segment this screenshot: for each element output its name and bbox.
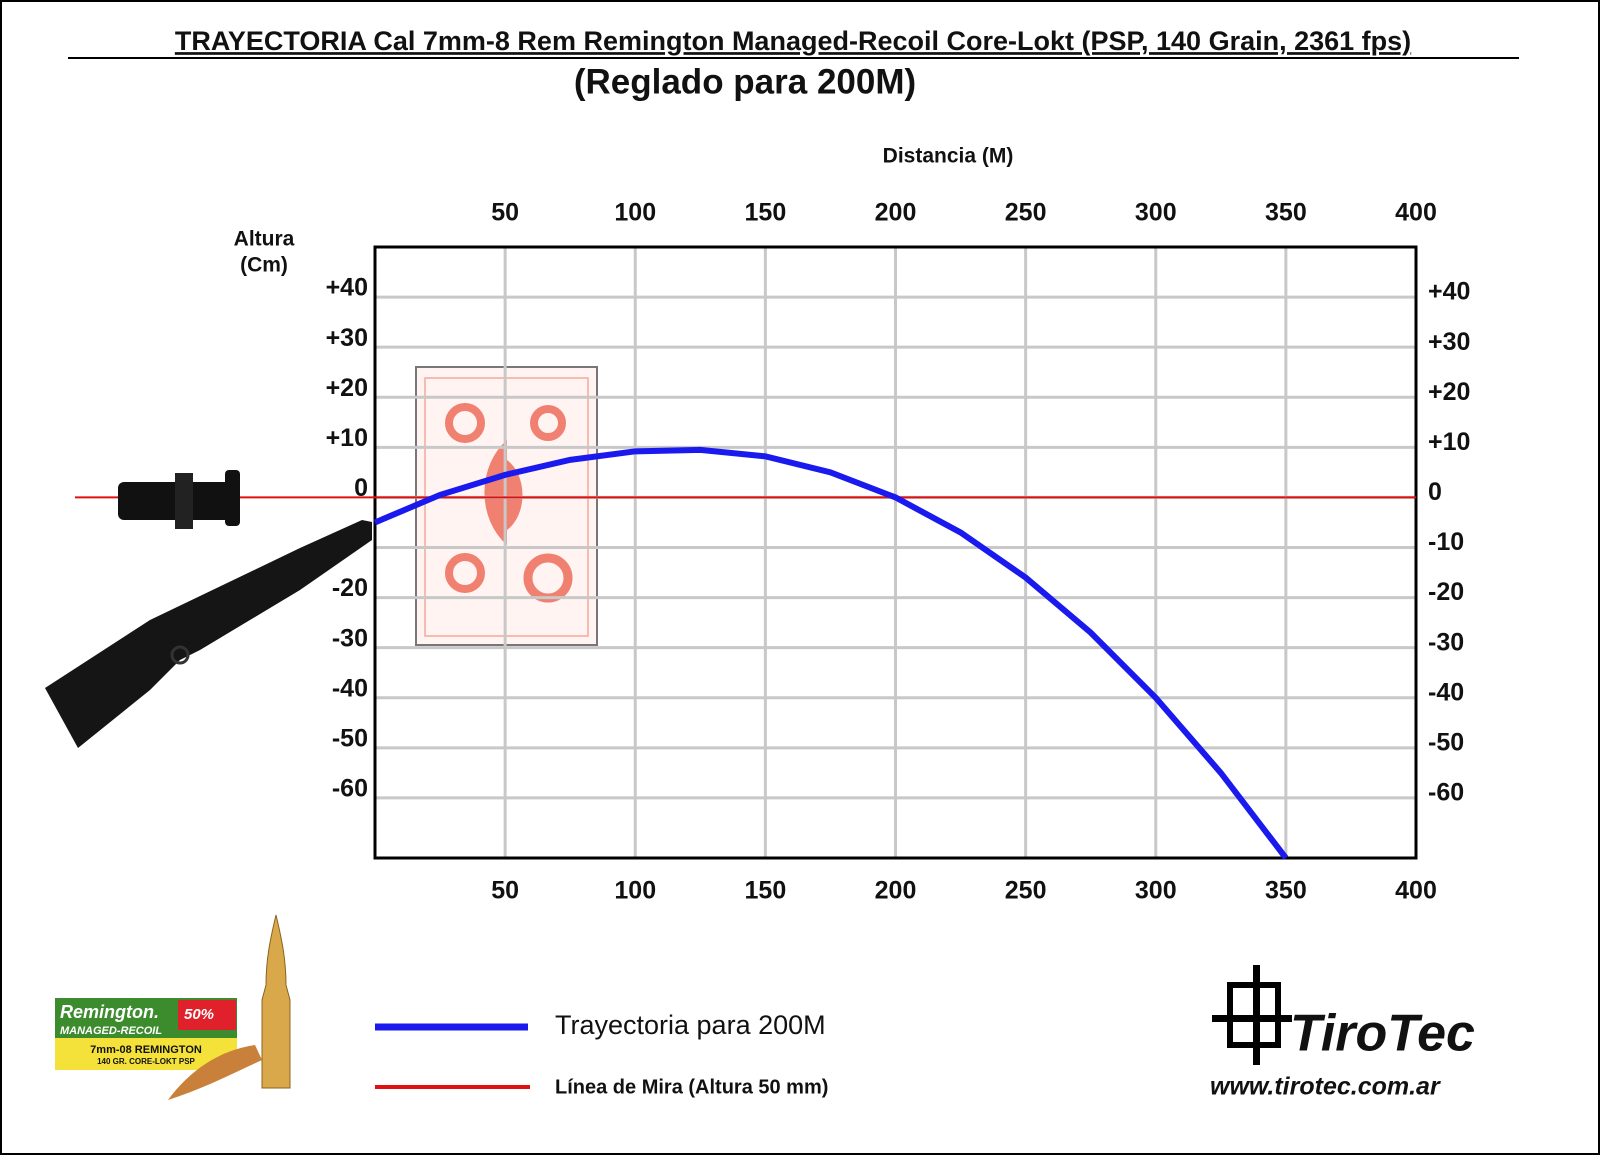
x-axis-label: Distancia (M)	[883, 145, 1014, 168]
x-tick-label: 350	[1265, 877, 1307, 905]
y-tick-label: -60	[332, 775, 368, 803]
logo-url: www.tirotec.com.ar	[1210, 1073, 1441, 1101]
y-tick-label: +40	[1428, 278, 1470, 306]
y-tick-label: +30	[1428, 328, 1470, 356]
y-tick-label: -20	[332, 574, 368, 602]
x-tick-label: 50	[491, 199, 519, 227]
y-tick-label: -10	[1428, 528, 1464, 556]
x-tick-label: 100	[614, 199, 656, 227]
y-tick-label: +10	[1428, 428, 1470, 456]
x-tick-label: 200	[875, 199, 917, 227]
x-tick-label: 250	[1005, 199, 1047, 227]
x-tick-label: 50	[491, 877, 519, 905]
logo-mark	[1212, 965, 1292, 1065]
x-tick-label: 100	[614, 877, 656, 905]
y-tick-label: -20	[1428, 578, 1464, 606]
x-tick-label: 200	[875, 877, 917, 905]
x-tick-label: 300	[1135, 199, 1177, 227]
x-tick-label: 150	[745, 199, 787, 227]
box-brand: Remington.	[60, 1002, 159, 1022]
chart-title: TRAYECTORIA Cal 7mm-8 Rem Remington Mana…	[175, 26, 1411, 56]
y-tick-label: -30	[332, 624, 368, 652]
x-tick-label: 250	[1005, 877, 1047, 905]
y-tick-label: -60	[1428, 779, 1464, 807]
x-tick-label: 150	[745, 877, 787, 905]
y-tick-label: -40	[332, 674, 368, 702]
plot-border	[373, 245, 1418, 860]
y-tick-label: +10	[326, 424, 368, 452]
x-tick-label: 350	[1265, 199, 1307, 227]
y-tick-label: -50	[332, 724, 368, 752]
y-axis-label: (Cm)	[240, 254, 288, 277]
chart-subtitle: (Reglado para 200M)	[574, 62, 916, 101]
y-tick-label: +20	[326, 374, 368, 402]
y-tick-label: 0	[1428, 478, 1442, 506]
x-tick-label: 400	[1395, 877, 1437, 905]
ammo-image: Remington. MANAGED-RECOIL 50% 7mm-08 REM…	[55, 914, 291, 1100]
y-tick-label: -50	[1428, 728, 1464, 756]
legend-label: Línea de Mira (Altura 50 mm)	[555, 1076, 828, 1098]
box-caliber: 7mm-08 REMINGTON	[90, 1044, 202, 1056]
y-tick-label: +20	[1428, 378, 1470, 406]
legend-label: Trayectoria para 200M	[555, 1010, 826, 1040]
box-badge: 50%	[184, 1006, 214, 1023]
x-tick-label: 300	[1135, 877, 1177, 905]
y-tick-label: +40	[326, 274, 368, 302]
x-tick-label: 400	[1395, 199, 1437, 227]
y-tick-label: 0	[354, 474, 368, 502]
y-axis-label: Altura	[234, 228, 295, 251]
y-tick-label: -30	[1428, 628, 1464, 656]
logo: TiroTec	[1290, 1005, 1475, 1063]
trajectory-line	[373, 446, 1289, 860]
rifle-image	[45, 470, 372, 748]
y-tick-label: +30	[326, 324, 368, 352]
box-load: 140 GR. CORE-LOKT PSP	[97, 1057, 195, 1066]
plot-area: +40+40+30+30+20+20+10+1000-10-10-20-20-3…	[75, 199, 1470, 905]
y-tick-label: -40	[1428, 678, 1464, 706]
box-line: MANAGED-RECOIL	[60, 1025, 162, 1037]
